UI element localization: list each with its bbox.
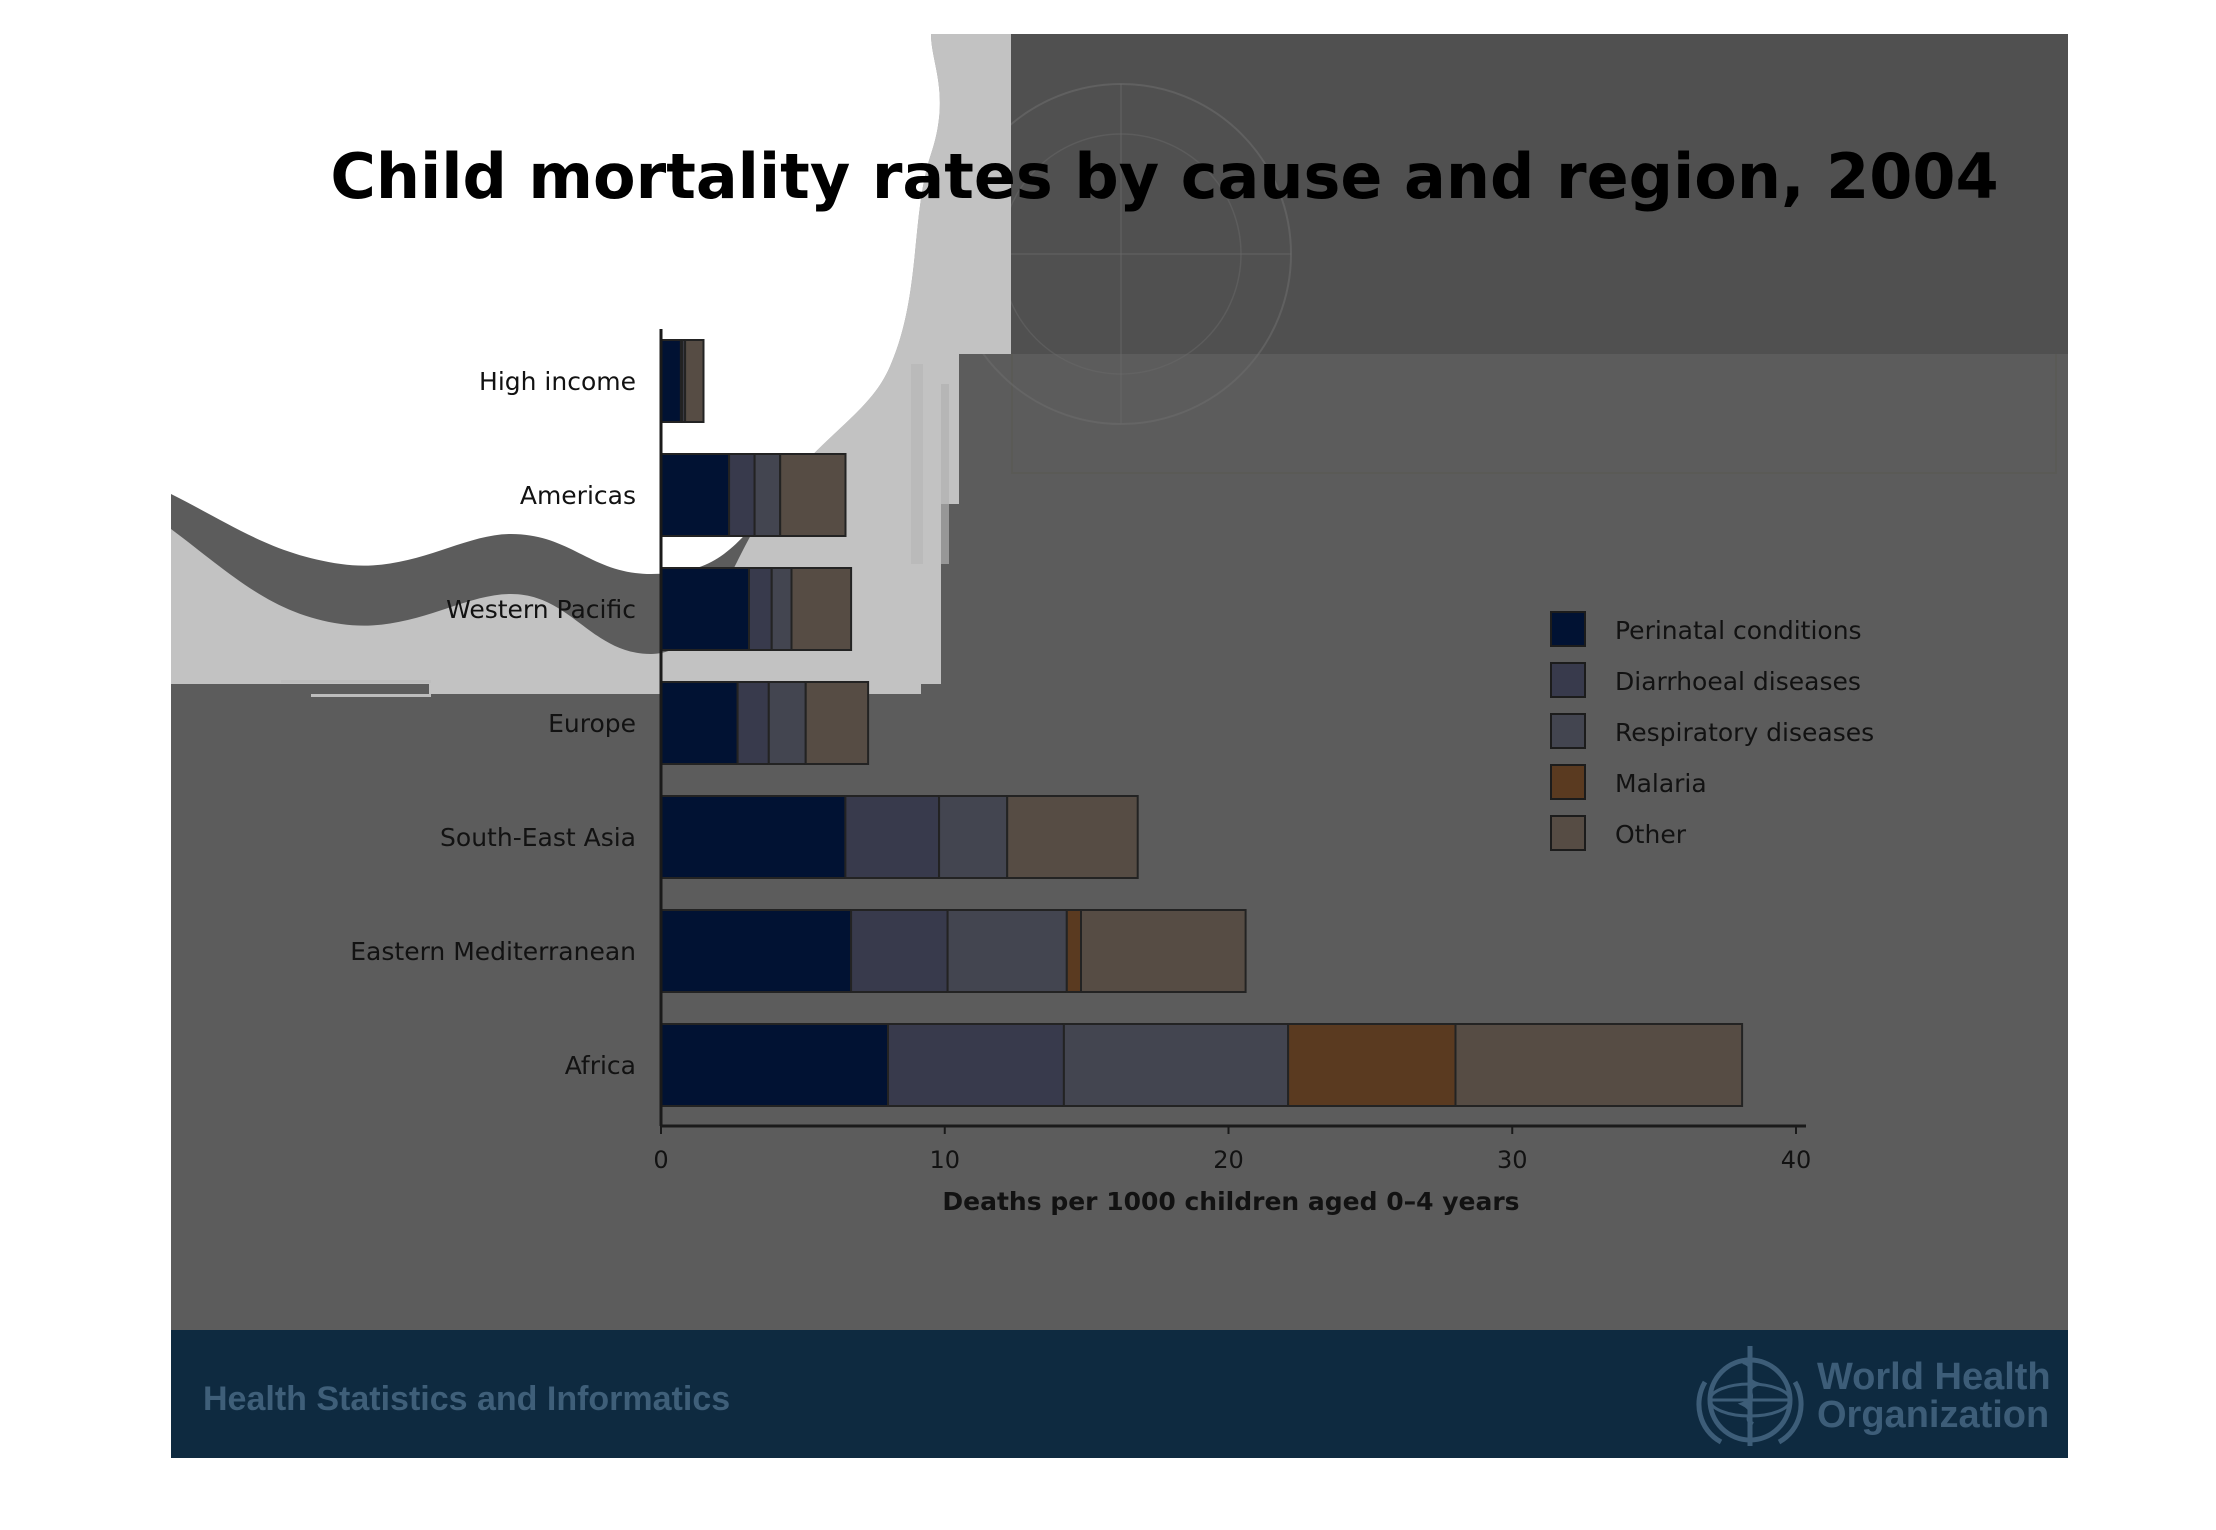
bar-segment — [790, 567, 853, 651]
x-tick-label: 30 — [1497, 1146, 1528, 1174]
category-label: High income — [479, 367, 636, 396]
bar-segment — [887, 1023, 1065, 1107]
bar-segment — [660, 453, 731, 537]
bar-segment — [844, 795, 941, 879]
x-tick-label: 40 — [1781, 1146, 1812, 1174]
bar-segment — [1287, 1023, 1457, 1107]
x-tick-label: 20 — [1213, 1146, 1244, 1174]
bar-segment — [660, 795, 847, 879]
bar-segment — [1454, 1023, 1744, 1107]
bar-segment — [660, 567, 750, 651]
footer-text: Health Statistics and Informatics — [203, 1380, 731, 1418]
legend-label: Respiratory diseases — [1615, 718, 1874, 747]
legend-swatch — [1550, 713, 1586, 749]
x-tick-label: 0 — [653, 1146, 668, 1174]
bar-segment — [660, 909, 853, 993]
bar-segment — [850, 909, 949, 993]
legend-swatch — [1550, 662, 1586, 698]
x-axis: 0 10 20 30 40 — [653, 329, 1811, 1174]
bar-segment — [728, 453, 756, 537]
bar-segment — [660, 681, 739, 765]
bar-segment — [938, 795, 1009, 879]
slide-title: Child mortality rates by cause and regio… — [330, 140, 1999, 213]
bar-segment — [767, 681, 807, 765]
bar-segment — [946, 909, 1068, 993]
category-label: Americas — [520, 481, 636, 510]
legend-swatch — [1550, 611, 1586, 647]
bar-segment — [660, 339, 682, 423]
who-name-line1: World Health — [1817, 1356, 2051, 1398]
legend-swatch — [1550, 764, 1586, 800]
who-logo: World Health Organization — [1691, 1342, 2051, 1452]
legend-label: Other — [1615, 820, 1687, 849]
x-axis-title: Deaths per 1000 children aged 0–4 years — [942, 1187, 1519, 1216]
footer-bar: Health Statistics and Informatics World … — [171, 1330, 2068, 1458]
category-label: South-East Asia — [440, 823, 636, 852]
legend-swatch — [1550, 815, 1586, 851]
bar-segment — [748, 567, 773, 651]
legend: Perinatal conditions Diarrhoeal diseases R… — [1550, 611, 1874, 851]
legend-label: Malaria — [1615, 769, 1707, 798]
y-axis-labels: High income Americas Western Pacific Europe… — [350, 367, 636, 1080]
bar-segment — [753, 453, 782, 537]
bar-segment — [1080, 909, 1247, 993]
category-label: Africa — [565, 1051, 636, 1080]
bar-segment — [660, 1023, 889, 1107]
bar-segment — [1065, 909, 1082, 993]
bar-segment — [684, 339, 705, 423]
bar-segment — [770, 567, 793, 651]
bar-segment — [804, 681, 870, 765]
slide: High income Americas Western Pacific Europe… — [171, 34, 2068, 1458]
who-emblem-icon — [1696, 1346, 1804, 1446]
legend-label: Perinatal conditions — [1615, 616, 1862, 645]
bar-segment — [1062, 1023, 1290, 1107]
category-label: Europe — [548, 709, 636, 738]
bar-segment — [1006, 795, 1139, 879]
x-tick-label: 10 — [929, 1146, 960, 1174]
bar-segment — [736, 681, 770, 765]
category-label: Eastern Mediterranean — [350, 937, 636, 966]
category-label: Western Pacific — [446, 595, 636, 624]
bar-segment — [779, 453, 847, 537]
stacked-bar-chart: High income Americas Western Pacific Europe… — [171, 34, 2068, 1216]
legend-label: Diarrhoeal diseases — [1615, 667, 1861, 696]
who-name: World Health Organization — [1817, 1358, 2051, 1434]
plot-area — [660, 339, 1744, 1107]
who-name-line2: Organization — [1817, 1394, 2050, 1436]
